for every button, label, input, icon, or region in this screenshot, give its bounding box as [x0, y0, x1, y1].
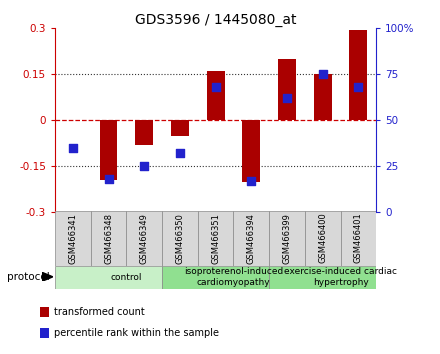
Text: transformed count: transformed count — [54, 307, 144, 317]
Bar — [162, 211, 198, 266]
Bar — [91, 211, 126, 266]
Bar — [171, 120, 189, 136]
Bar — [314, 74, 332, 120]
Polygon shape — [42, 272, 53, 281]
Bar — [305, 211, 341, 266]
Bar — [269, 211, 305, 266]
Point — [141, 164, 148, 169]
Point — [105, 176, 112, 182]
Text: isoproterenol-induced
cardiomyopathy: isoproterenol-induced cardiomyopathy — [184, 267, 283, 287]
Text: GSM466394: GSM466394 — [247, 213, 256, 263]
Text: GSM466400: GSM466400 — [318, 213, 327, 263]
Text: GSM466348: GSM466348 — [104, 212, 113, 264]
Point — [248, 178, 255, 184]
Point — [70, 145, 77, 151]
Bar — [341, 211, 376, 266]
Text: protocol: protocol — [7, 272, 49, 282]
Point — [176, 151, 183, 156]
Bar — [55, 266, 162, 289]
Bar — [349, 30, 367, 120]
Text: percentile rank within the sample: percentile rank within the sample — [54, 328, 219, 338]
Point — [283, 96, 290, 101]
Bar — [162, 266, 269, 289]
Bar — [278, 59, 296, 120]
Text: GSM466350: GSM466350 — [176, 213, 184, 263]
Text: GSM466399: GSM466399 — [282, 213, 291, 263]
Bar — [207, 71, 224, 120]
Text: control: control — [110, 273, 142, 281]
Text: exercise-induced cardiac
hypertrophy: exercise-induced cardiac hypertrophy — [284, 267, 397, 287]
Text: GSM466349: GSM466349 — [140, 213, 149, 263]
Bar — [136, 120, 153, 145]
Title: GDS3596 / 1445080_at: GDS3596 / 1445080_at — [135, 13, 297, 27]
Text: GSM466401: GSM466401 — [354, 213, 363, 263]
Point — [319, 72, 326, 77]
Bar — [242, 120, 260, 182]
Bar — [55, 211, 91, 266]
Bar — [269, 266, 376, 289]
Bar — [198, 211, 234, 266]
Point — [355, 84, 362, 90]
Text: GSM466341: GSM466341 — [68, 213, 77, 263]
Bar — [126, 211, 162, 266]
Bar — [234, 211, 269, 266]
Bar — [99, 120, 117, 180]
Text: GSM466351: GSM466351 — [211, 213, 220, 263]
Point — [212, 84, 219, 90]
